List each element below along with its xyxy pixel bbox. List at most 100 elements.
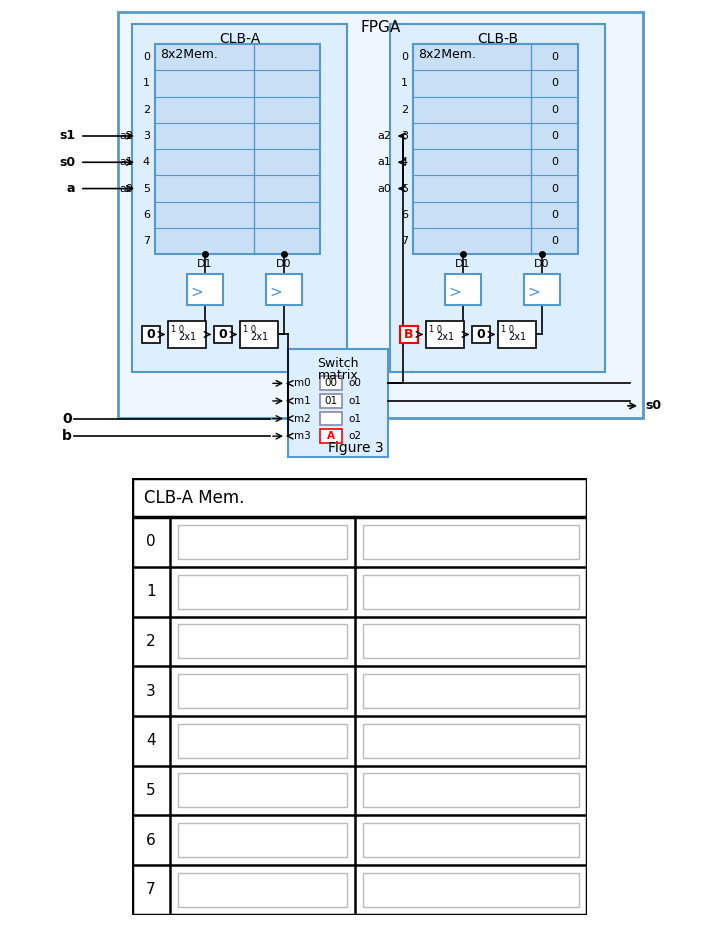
Text: b: b [62, 430, 72, 443]
Text: a0: a0 [119, 184, 133, 193]
Text: >: > [528, 284, 540, 299]
Text: 7: 7 [146, 883, 155, 898]
Bar [524, 274, 560, 305]
Bar [178, 625, 347, 658]
Text: CLB-A: CLB-A [219, 32, 260, 46]
Text: 8x2Mem.: 8x2Mem. [160, 48, 218, 61]
Text: 0: 0 [219, 328, 227, 340]
Text: 2: 2 [401, 105, 408, 114]
Bar [363, 525, 579, 559]
Bar [178, 823, 347, 857]
Text: o1: o1 [348, 396, 361, 406]
Bar [266, 274, 302, 305]
Bar [390, 24, 605, 371]
Text: 0: 0 [62, 412, 72, 426]
Bar [363, 723, 579, 758]
Text: 6: 6 [146, 833, 155, 848]
Text: 1: 1 [146, 584, 155, 599]
Text: 0: 0 [146, 535, 155, 550]
Text: >: > [270, 284, 282, 299]
Bar [320, 412, 342, 426]
Bar [187, 274, 222, 305]
Text: 0: 0 [551, 236, 558, 246]
Text: 1: 1 [143, 79, 150, 88]
Text: a2: a2 [119, 131, 133, 141]
Bar [178, 723, 347, 758]
Bar [178, 525, 347, 559]
Text: o1: o1 [348, 414, 361, 424]
Text: D1: D1 [455, 259, 471, 269]
Bar [118, 12, 643, 417]
Text: 00: 00 [324, 378, 337, 388]
Bar [363, 872, 579, 907]
Text: D0: D0 [276, 259, 292, 269]
Bar [178, 872, 347, 907]
Text: 5: 5 [146, 783, 155, 798]
Text: 0: 0 [551, 210, 558, 219]
Text: o2: o2 [348, 431, 361, 441]
Text: 2x1: 2x1 [178, 332, 196, 342]
Text: 3: 3 [146, 684, 155, 699]
Bar [498, 321, 536, 348]
Text: a0: a0 [377, 184, 391, 193]
Text: 0: 0 [476, 328, 486, 340]
Text: 0: 0 [551, 79, 558, 88]
Bar [426, 321, 464, 348]
Text: 2x1: 2x1 [508, 332, 526, 342]
Text: 1: 1 [401, 79, 408, 88]
Text: 3: 3 [401, 131, 408, 141]
Text: 0: 0 [551, 158, 558, 167]
Text: >: > [448, 284, 461, 299]
Text: 8x2Mem.: 8x2Mem. [418, 48, 476, 61]
Text: 1 0: 1 0 [501, 325, 514, 334]
Text: CLB-B: CLB-B [477, 32, 518, 46]
Bar [363, 575, 579, 609]
Bar [214, 325, 232, 343]
Text: 0: 0 [551, 105, 558, 114]
Text: Switch: Switch [317, 357, 359, 370]
Text: 5: 5 [401, 184, 408, 193]
Text: m0: m0 [294, 378, 311, 388]
Text: 4: 4 [146, 734, 155, 749]
Bar [472, 325, 490, 343]
Text: 0: 0 [401, 53, 408, 62]
Text: 01: 01 [324, 396, 337, 406]
Text: B: B [404, 328, 414, 340]
Bar [178, 773, 347, 808]
Bar [363, 673, 579, 708]
Bar [363, 823, 579, 857]
Text: 4: 4 [143, 158, 150, 167]
Bar [168, 321, 206, 348]
Text: D0: D0 [534, 259, 550, 269]
Text: >: > [190, 284, 203, 299]
Text: matrix: matrix [317, 369, 359, 382]
Bar [178, 575, 347, 609]
Bar [400, 325, 418, 343]
Text: 0: 0 [147, 328, 155, 340]
Text: 0: 0 [551, 184, 558, 193]
Bar [320, 376, 342, 390]
Text: 0: 0 [551, 131, 558, 141]
Bar [413, 44, 578, 254]
Text: 6: 6 [401, 210, 408, 219]
Text: 0: 0 [551, 53, 558, 62]
Text: m3: m3 [294, 431, 311, 441]
Text: a: a [66, 182, 75, 195]
Text: 2x1: 2x1 [436, 332, 454, 342]
Bar [320, 394, 342, 408]
Text: 0: 0 [143, 53, 150, 62]
Bar [132, 24, 347, 371]
Text: FPGA: FPGA [360, 20, 401, 35]
Bar [363, 625, 579, 658]
Bar [132, 478, 587, 517]
Text: 1 0: 1 0 [171, 325, 184, 334]
Text: 2: 2 [143, 105, 150, 114]
Bar [178, 673, 347, 708]
Text: 1 0: 1 0 [243, 325, 256, 334]
Bar [288, 349, 388, 457]
Text: 7: 7 [401, 236, 408, 246]
Text: a1: a1 [377, 158, 391, 167]
Bar [142, 325, 160, 343]
Bar [240, 321, 278, 348]
Bar [155, 44, 320, 254]
